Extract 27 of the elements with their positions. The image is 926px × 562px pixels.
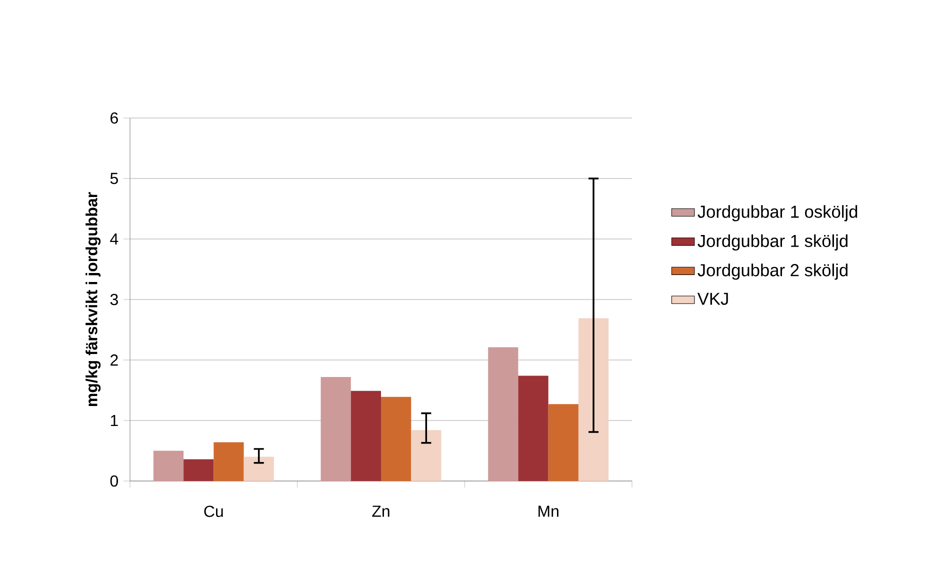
x-tick-label: Cu xyxy=(204,506,223,518)
y-tick-label: 2 xyxy=(110,354,118,366)
x-tick-label: Zn xyxy=(372,506,390,517)
legend-label: Jordgubbar 1 osköljd xyxy=(698,205,858,222)
y-tick-label: 0 xyxy=(110,475,118,487)
bar xyxy=(244,456,274,481)
y-tick-label: 4 xyxy=(110,234,118,245)
y-axis-title: mg/kg färskvikt i jordgubbar xyxy=(86,192,101,406)
bar xyxy=(153,450,184,481)
bar xyxy=(518,376,548,481)
bar xyxy=(320,376,351,481)
bar xyxy=(350,390,381,481)
y-tick-label: 3 xyxy=(110,294,118,306)
bar xyxy=(381,396,412,481)
bar xyxy=(488,347,518,481)
bar xyxy=(548,404,578,481)
x-tick-label: Mn xyxy=(538,506,558,517)
legend-label: Jordgubbar 2 sköljd xyxy=(698,264,848,280)
y-tick-label: 6 xyxy=(110,112,118,124)
legend-label: VKJ xyxy=(697,292,728,305)
legend-label: Jordgubbar 1 sköljd xyxy=(698,234,848,251)
bar xyxy=(578,318,609,481)
bar xyxy=(214,442,244,481)
bar xyxy=(184,459,214,481)
y-tick-label: 1 xyxy=(110,415,118,426)
y-tick-label: 5 xyxy=(110,172,118,184)
bar xyxy=(411,430,442,481)
